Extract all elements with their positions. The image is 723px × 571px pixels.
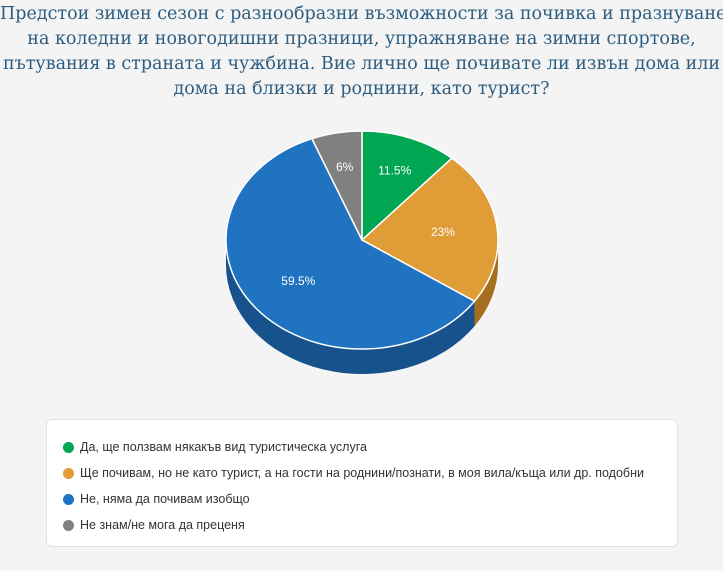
slice-data-label-3: 6% <box>336 160 354 174</box>
pie-slice-1[interactable] <box>361 157 499 303</box>
legend: Да, ще ползвам някакъв вид туристическа … <box>46 419 678 547</box>
chart-title-line-2: на коледни и новогодишни празници, упраж… <box>27 29 696 49</box>
slice-data-label-0: 11.5% <box>378 164 411 178</box>
pie-slice-side-2 <box>226 240 475 374</box>
pie-chart: 11.5% 23% 59.5% 6% <box>225 130 499 374</box>
legend-marker-icon <box>63 519 74 531</box>
chart-title: Предстои зимен сезон с разнообразни възм… <box>0 2 723 102</box>
chart-title-line-4: дома на близки и роднини, като турист? <box>173 79 550 99</box>
legend-marker-icon <box>63 441 74 453</box>
legend-item-not-tourist[interactable]: Ще почивам, но не като турист, а на гост… <box>63 460 677 486</box>
slice-data-label-2: 59.5% <box>281 274 315 288</box>
chart-title-line-1: Предстои зимен сезон с разнообразни възм… <box>0 4 723 24</box>
pie-slice-0[interactable] <box>361 130 453 241</box>
legend-label: Ще почивам, но не като турист, а на гост… <box>80 466 644 480</box>
pie-slice-3[interactable] <box>311 130 363 241</box>
chart-title-line-3: пътувания в страната и чужбина. Вие личн… <box>2 54 721 74</box>
legend-item-yes-tourist[interactable]: Да, ще ползвам някакъв вид туристическа … <box>63 434 677 460</box>
legend-item-no-rest[interactable]: Не, няма да почивам изобщо <box>63 486 677 512</box>
legend-label: Да, ще ползвам някакъв вид туристическа … <box>80 440 367 454</box>
legend-marker-icon <box>63 493 74 505</box>
legend-label: Не, няма да почивам изобщо <box>80 492 250 506</box>
legend-marker-icon <box>63 467 74 479</box>
legend-item-dont-know[interactable]: Не знам/не мога да преценя <box>63 512 677 538</box>
legend-label: Не знам/не мога да преценя <box>80 518 245 532</box>
slice-data-label-1: 23% <box>431 225 455 239</box>
pie-slice-side-1 <box>474 240 498 327</box>
pie-slice-2[interactable] <box>225 137 476 350</box>
